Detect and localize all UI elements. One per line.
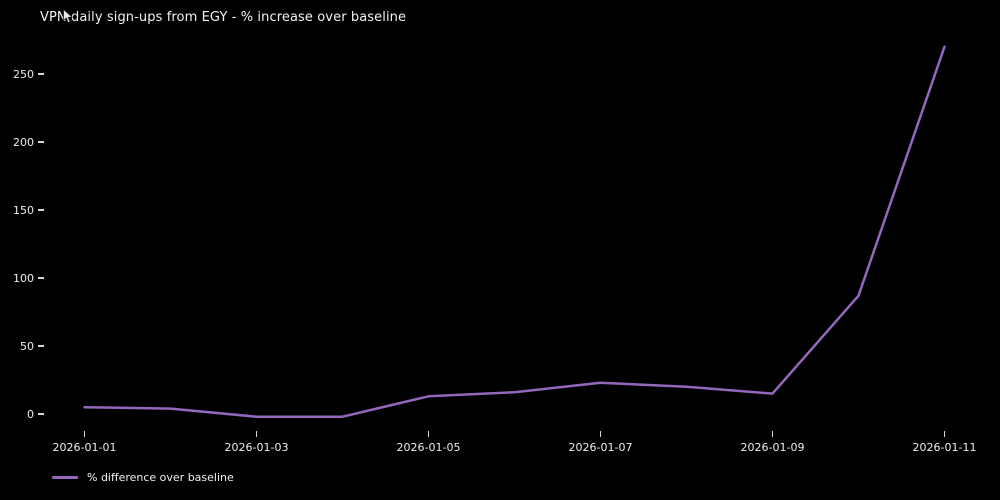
legend-line-swatch — [52, 476, 78, 479]
legend-label: % difference over baseline — [87, 471, 234, 484]
x-tick-mark — [599, 431, 602, 437]
y-tick-mark — [38, 209, 44, 211]
x-tick-mark — [255, 431, 258, 437]
y-tick-mark — [38, 73, 44, 75]
x-tick-mark — [771, 431, 774, 437]
x-tick-mark — [943, 431, 946, 437]
y-tick-label: 250 — [13, 67, 34, 81]
y-tick-mark — [38, 413, 44, 415]
x-tick-label: 2026-01-01 — [52, 441, 117, 454]
chart-title: VPN daily sign-ups from EGY - % increase… — [40, 10, 407, 25]
x-tick-mark — [427, 431, 430, 437]
y-tick-mark — [38, 277, 44, 279]
series-line — [83, 45, 946, 418]
y-tick-mark — [38, 141, 44, 143]
y-tick-label: 100 — [13, 271, 34, 285]
y-tick-label: 150 — [13, 203, 34, 217]
x-tick-label: 2026-01-03 — [224, 441, 289, 454]
legend: % difference over baseline — [52, 471, 234, 484]
y-tick-label: 200 — [13, 135, 34, 149]
x-tick-label: 2026-01-11 — [912, 441, 977, 454]
x-tick-mark — [83, 431, 86, 437]
y-tick-label: 0 — [27, 407, 34, 421]
mouse-cursor-icon — [63, 9, 74, 24]
x-tick-label: 2026-01-07 — [568, 441, 633, 454]
x-tick-label: 2026-01-05 — [396, 441, 461, 454]
y-tick-mark — [38, 345, 44, 347]
y-tick-label: 50 — [20, 339, 34, 353]
x-tick-label: 2026-01-09 — [740, 441, 805, 454]
